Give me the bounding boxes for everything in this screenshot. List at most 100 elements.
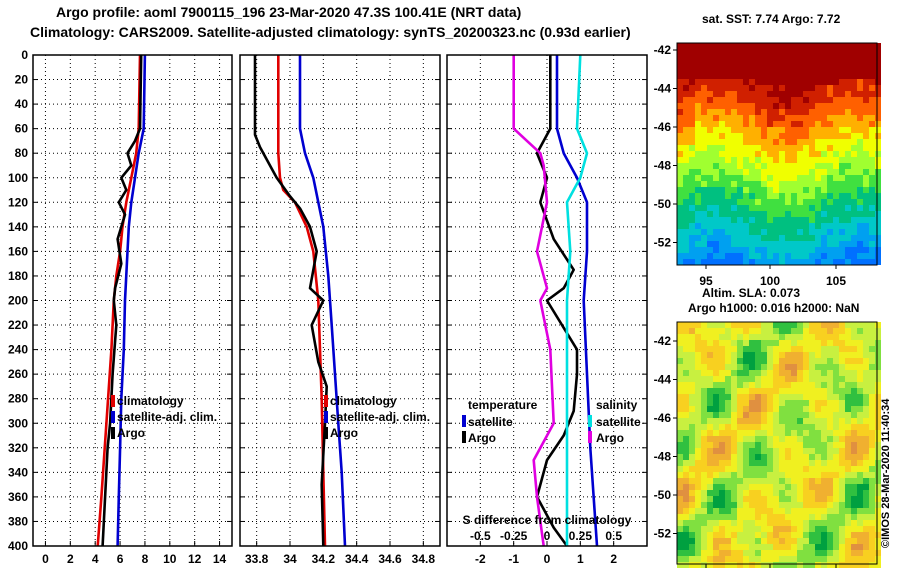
sst-map-cell bbox=[821, 175, 827, 181]
sla-map-cell bbox=[761, 496, 767, 502]
sla-map-cell bbox=[749, 496, 755, 502]
sla-map-cell bbox=[701, 370, 707, 376]
sst-map-cell bbox=[809, 79, 815, 85]
sst-map-cell bbox=[689, 175, 695, 181]
sst-map-cell bbox=[875, 61, 881, 67]
sst-map-cell bbox=[767, 235, 773, 241]
sla-map-cell bbox=[815, 556, 821, 562]
sst-map-cell bbox=[845, 217, 851, 223]
sst-map-cell bbox=[743, 103, 749, 109]
sla-map-cell bbox=[851, 322, 857, 328]
sla-map-cell bbox=[851, 508, 857, 514]
sst-map-cell bbox=[845, 163, 851, 169]
sla-map-cell bbox=[677, 550, 683, 556]
sla-lat-label: -46 bbox=[654, 411, 672, 425]
sst-map-cell bbox=[875, 175, 881, 181]
sla-map-cell bbox=[689, 382, 695, 388]
sla-map-cell bbox=[749, 466, 755, 472]
sst-map-cell bbox=[875, 223, 881, 229]
sst-map-cell bbox=[833, 43, 839, 49]
sla-map-cell bbox=[713, 328, 719, 334]
sst-map-cell bbox=[845, 157, 851, 163]
sst-map-cell bbox=[827, 187, 833, 193]
sla-map-cell bbox=[725, 514, 731, 520]
sla-map-cell bbox=[863, 364, 869, 370]
sst-map-cell bbox=[845, 259, 851, 265]
sst-map-cell bbox=[707, 193, 713, 199]
sla-map-cell bbox=[875, 478, 881, 484]
sst-map-cell bbox=[701, 193, 707, 199]
sla-map-cell bbox=[749, 520, 755, 526]
sla-map-cell bbox=[755, 520, 761, 526]
sla-map-cell bbox=[845, 364, 851, 370]
sst-map-cell bbox=[677, 79, 683, 85]
sla-map-cell bbox=[761, 460, 767, 466]
sla-map-cell bbox=[809, 448, 815, 454]
sst-map-cell bbox=[869, 193, 875, 199]
sst-map-cell bbox=[869, 175, 875, 181]
sla-map-cell bbox=[731, 526, 737, 532]
sla-map-cell bbox=[791, 334, 797, 340]
sst-map-cell bbox=[731, 175, 737, 181]
sst-map-cell bbox=[773, 115, 779, 121]
sst-map-cell bbox=[809, 217, 815, 223]
sst-map-cell bbox=[821, 181, 827, 187]
sst-map-cell bbox=[779, 139, 785, 145]
sla-map-cell bbox=[785, 472, 791, 478]
sla-map-cell bbox=[689, 418, 695, 424]
sla-map-cell bbox=[839, 466, 845, 472]
sst-map-cell bbox=[857, 85, 863, 91]
sst-map-cell bbox=[833, 139, 839, 145]
sla-map-cell bbox=[737, 376, 743, 382]
sst-map-cell bbox=[815, 187, 821, 193]
sla-map-cell bbox=[725, 448, 731, 454]
sst-map-cell bbox=[827, 241, 833, 247]
sst-map-cell bbox=[875, 91, 881, 97]
sst-map-cell bbox=[833, 97, 839, 103]
sst-lat-label: -50 bbox=[654, 197, 672, 211]
sst-map-cell bbox=[857, 259, 863, 265]
sla-map-cell bbox=[677, 532, 683, 538]
sla-map-cell bbox=[689, 484, 695, 490]
sst-map-cell bbox=[677, 127, 683, 133]
y-tick-label: 280 bbox=[8, 392, 28, 406]
sla-map-cell bbox=[689, 532, 695, 538]
sla-map-cell bbox=[821, 538, 827, 544]
sla-map-cell bbox=[767, 328, 773, 334]
sla-map-cell bbox=[803, 388, 809, 394]
sla-map-cell bbox=[695, 520, 701, 526]
sst-map-cell bbox=[677, 205, 683, 211]
sst-map-cell bbox=[713, 229, 719, 235]
sla-map-cell bbox=[677, 562, 683, 568]
sla-map-cell bbox=[761, 472, 767, 478]
sst-map-cell bbox=[791, 199, 797, 205]
sla-map-cell bbox=[689, 502, 695, 508]
sla-map-cell bbox=[743, 484, 749, 490]
sla-map-cell bbox=[773, 364, 779, 370]
sst-map-cell bbox=[761, 187, 767, 193]
sst-map-cell bbox=[821, 151, 827, 157]
sla-map-cell bbox=[821, 508, 827, 514]
sla-map-cell bbox=[791, 394, 797, 400]
sla-map-cell bbox=[821, 484, 827, 490]
sla-map-cell bbox=[803, 358, 809, 364]
sst-map-cell bbox=[737, 217, 743, 223]
sst-map-cell bbox=[737, 49, 743, 55]
sst-map-cell bbox=[749, 103, 755, 109]
sst-map-cell bbox=[707, 259, 713, 265]
sla-map-cell bbox=[785, 394, 791, 400]
sla-map-cell bbox=[719, 394, 725, 400]
sla-map-cell bbox=[851, 466, 857, 472]
sla-map-cell bbox=[815, 562, 821, 568]
sst-map-cell bbox=[743, 253, 749, 259]
sst-map-cell bbox=[863, 43, 869, 49]
sla-map-cell bbox=[785, 448, 791, 454]
sla-map-cell bbox=[833, 418, 839, 424]
sla-map-cell bbox=[845, 550, 851, 556]
sla-map-cell bbox=[875, 502, 881, 508]
sla-map-cell bbox=[821, 406, 827, 412]
sst-map-cell bbox=[683, 67, 689, 73]
sst-map-cell bbox=[851, 85, 857, 91]
sla-map-cell bbox=[701, 544, 707, 550]
sst-map-cell bbox=[749, 241, 755, 247]
